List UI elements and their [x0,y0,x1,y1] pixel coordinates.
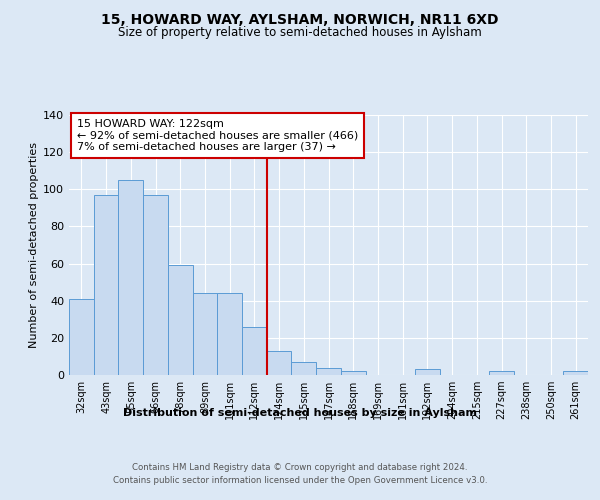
Bar [489,372,514,375]
Text: Size of property relative to semi-detached houses in Aylsham: Size of property relative to semi-detach… [118,26,482,39]
Y-axis label: Number of semi-detached properties: Number of semi-detached properties [29,142,39,348]
Text: 15 HOWARD WAY: 122sqm
← 92% of semi-detached houses are smaller (466)
7% of semi: 15 HOWARD WAY: 122sqm ← 92% of semi-deta… [77,119,358,152]
Text: 15, HOWARD WAY, AYLSHAM, NORWICH, NR11 6XD: 15, HOWARD WAY, AYLSHAM, NORWICH, NR11 6… [101,12,499,26]
Bar [69,299,94,375]
Bar [217,294,242,375]
Bar [118,180,143,375]
Text: Contains public sector information licensed under the Open Government Licence v3: Contains public sector information licen… [113,476,487,485]
Text: Contains HM Land Registry data © Crown copyright and database right 2024.: Contains HM Land Registry data © Crown c… [132,462,468,471]
Text: Distribution of semi-detached houses by size in Aylsham: Distribution of semi-detached houses by … [123,408,477,418]
Bar [415,370,440,375]
Bar [341,372,365,375]
Bar [193,294,217,375]
Bar [168,266,193,375]
Bar [143,195,168,375]
Bar [267,351,292,375]
Bar [563,372,588,375]
Bar [94,195,118,375]
Bar [292,362,316,375]
Bar [316,368,341,375]
Bar [242,326,267,375]
